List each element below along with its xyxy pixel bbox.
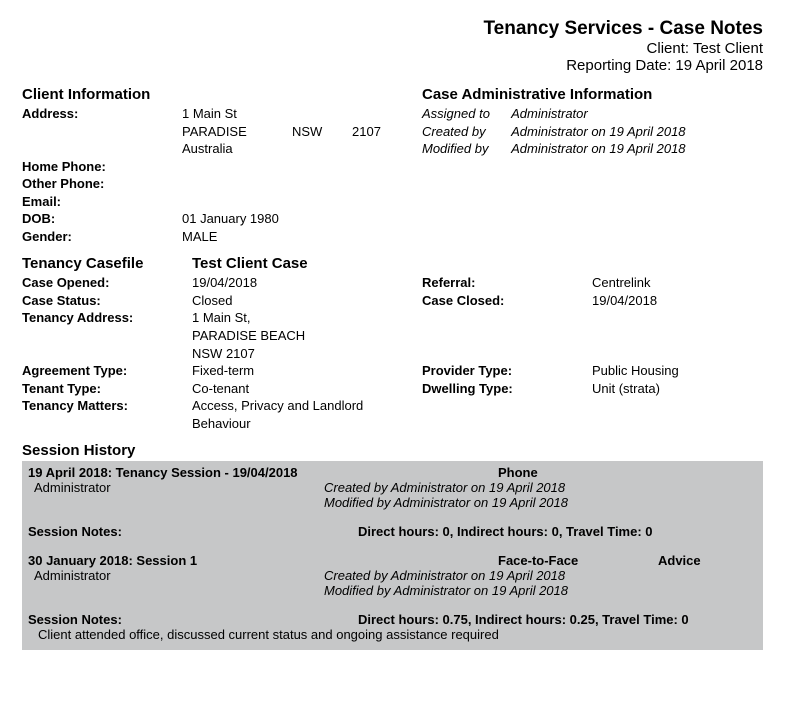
dob-label: DOB:: [22, 210, 182, 228]
address-line2: PARADISE NSW 2107: [182, 123, 422, 141]
address-state: NSW: [292, 123, 352, 141]
session-created: Created by Administrator on 19 April 201…: [324, 568, 568, 583]
tenancy-address-l1: 1 Main St,: [192, 309, 422, 327]
provider-type-label: Provider Type:: [422, 362, 592, 380]
agreement-type: Fixed-term: [192, 362, 422, 380]
session-category: [658, 465, 757, 480]
provider-type: Public Housing: [592, 362, 763, 380]
other-phone: [182, 175, 422, 193]
session-modified: Modified by Administrator on 19 April 20…: [324, 495, 568, 510]
session-title: 30 January 2018: Session 1: [28, 553, 498, 568]
case-status: Closed: [192, 292, 422, 310]
session-created: Created by Administrator on 19 April 201…: [324, 480, 568, 495]
tenancy-address-label: Tenancy Address:: [22, 309, 192, 327]
session-metrics: Direct hours: 0, Indirect hours: 0, Trav…: [358, 524, 757, 539]
tenancy-address-l3: NSW 2107: [192, 345, 422, 363]
tenancy-matters-label: Tenancy Matters:: [22, 397, 192, 432]
home-phone-label: Home Phone:: [22, 158, 182, 176]
address-label: Address:: [22, 105, 182, 123]
casefile-heading: Tenancy Casefile: [22, 255, 192, 272]
session-metrics: Direct hours: 0.75, Indirect hours: 0.25…: [358, 612, 757, 627]
info-columns: Client Information Address: 1 Main St PA…: [22, 82, 763, 245]
report-date: Reporting Date: 19 April 2018: [22, 57, 763, 74]
tenancy-matters: Access, Privacy and Landlord Behaviour: [192, 397, 422, 432]
session-modified: Modified by Administrator on 19 April 20…: [324, 583, 568, 598]
client-info: Client Information Address: 1 Main St PA…: [22, 82, 422, 245]
address-postcode: 2107: [352, 123, 381, 141]
address-country: Australia: [182, 140, 422, 158]
email: [182, 193, 422, 211]
modified-by: Modified by Administrator on 19 April 20…: [422, 140, 763, 158]
address-line1: 1 Main St: [182, 105, 422, 123]
admin-info-heading: Case Administrative Information: [422, 86, 763, 103]
dob: 01 January 1980: [182, 210, 422, 228]
case-closed: 19/04/2018: [592, 292, 763, 310]
session-owner: Administrator: [28, 480, 324, 510]
session-notes-label: Session Notes:: [28, 524, 358, 539]
tenant-type-label: Tenant Type:: [22, 380, 192, 398]
referral: Centrelink: [592, 274, 763, 292]
session-mode: Phone: [498, 465, 658, 480]
other-phone-label: Other Phone:: [22, 175, 182, 193]
created-by: Created by Administrator on 19 April 201…: [422, 123, 763, 141]
tenant-type: Co-tenant: [192, 380, 422, 398]
session-mode: Face-to-Face: [498, 553, 658, 568]
case-status-label: Case Status:: [22, 292, 192, 310]
case-opened: 19/04/2018: [192, 274, 422, 292]
case-closed-label: Case Closed:: [422, 292, 592, 310]
session-title: 19 April 2018: Tenancy Session - 19/04/2…: [28, 465, 498, 480]
email-label: Email:: [22, 193, 182, 211]
casefile-name: Test Client Case: [192, 255, 308, 272]
referral-label: Referral:: [422, 274, 592, 292]
session-category: Advice: [658, 553, 757, 568]
report-header: Tenancy Services - Case Notes Client: Te…: [22, 18, 763, 74]
session-owner: Administrator: [28, 568, 324, 598]
dwelling-type-label: Dwelling Type:: [422, 380, 592, 398]
tenancy-address-l2: PARADISE BEACH: [192, 327, 422, 345]
home-phone: [182, 158, 422, 176]
admin-info: Case Administrative Information Assigned…: [422, 82, 763, 245]
gender-label: Gender:: [22, 228, 182, 246]
session-notes-body: Client attended office, discussed curren…: [28, 627, 757, 642]
session-history-heading: Session History: [22, 442, 763, 459]
agreement-type-label: Agreement Type:: [22, 362, 192, 380]
client-info-heading: Client Information: [22, 86, 422, 103]
session-item: 19 April 2018: Tenancy Session - 19/04/2…: [22, 461, 763, 650]
casefile-heading-row: Tenancy Casefile Test Client Case: [22, 251, 763, 274]
case-opened-label: Case Opened:: [22, 274, 192, 292]
report-client: Client: Test Client: [22, 40, 763, 57]
session-notes-label: Session Notes:: [28, 612, 358, 627]
dwelling-type: Unit (strata): [592, 380, 763, 398]
assigned-to: Assigned to Administrator: [422, 105, 763, 123]
address-city: PARADISE: [182, 123, 292, 141]
report-title: Tenancy Services - Case Notes: [22, 18, 763, 40]
gender: MALE: [182, 228, 422, 246]
casefile-columns: Case Opened:19/04/2018 Case Status:Close…: [22, 274, 763, 432]
